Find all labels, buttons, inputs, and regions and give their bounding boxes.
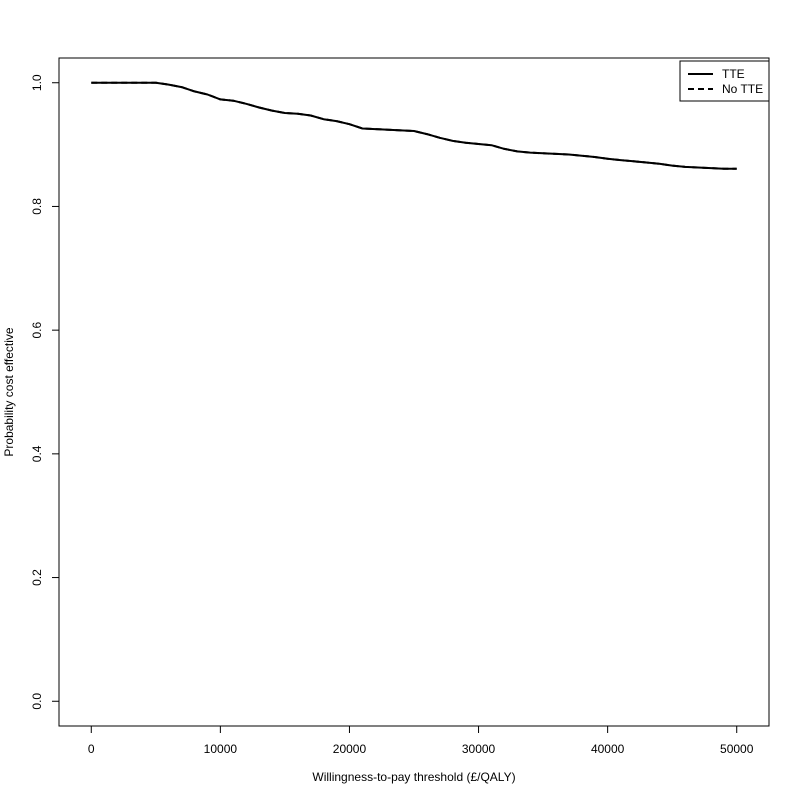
x-tick-label: 10000 (204, 742, 238, 756)
y-axis-title: Probability cost effective (2, 327, 16, 457)
y-tick-label: 0.4 (30, 445, 44, 462)
series-line-no-tte (91, 81, 737, 170)
x-axis: 0 10000 20000 30000 40000 50000 (88, 725, 754, 756)
y-tick-label: 0.6 (30, 321, 44, 338)
series-line-tte (91, 81, 737, 170)
legend-label-no-tte: No TTE (722, 82, 763, 96)
x-tick-label: 20000 (333, 742, 367, 756)
y-tick-label: 1.0 (30, 74, 44, 91)
y-tick-label: 0.8 (30, 198, 44, 215)
x-axis-title: Willingness-to-pay threshold (£/QALY) (312, 770, 515, 784)
y-tick-label: 0.2 (30, 569, 44, 586)
x-tick-label: 50000 (720, 742, 754, 756)
y-axis: 0.0 0.2 0.4 0.6 0.8 1.0 (30, 74, 60, 710)
legend: TTE No TTE (679, 60, 770, 102)
series-layer (91, 81, 737, 170)
x-tick-label: 40000 (591, 742, 625, 756)
legend-label-tte: TTE (722, 67, 745, 81)
plot-frame (58, 57, 770, 727)
x-tick-label: 0 (88, 742, 95, 756)
x-tick-label: 30000 (462, 742, 496, 756)
y-tick-label: 0.0 (30, 693, 44, 710)
legend-box (679, 60, 770, 102)
